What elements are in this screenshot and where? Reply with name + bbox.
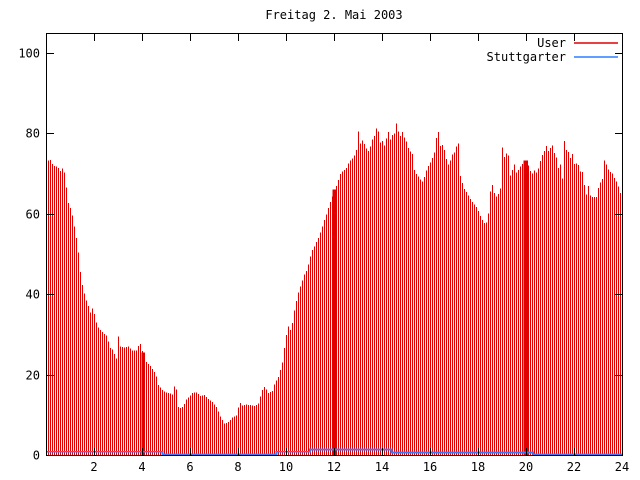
x-tick-label: 18 [471, 460, 485, 474]
x-tick-label: 10 [279, 460, 293, 474]
plot-frame-and-ticks [46, 33, 623, 456]
chart-title: Freitag 2. Mai 2003 [265, 8, 402, 22]
y-tick-label: 0 [33, 449, 40, 463]
legend: User Stuttgarter [487, 36, 618, 64]
y-tick-label: 20 [26, 369, 40, 383]
legend-label-user: User [537, 36, 566, 50]
y-tick-label: 40 [26, 288, 40, 302]
x-tick-label: 20 [519, 460, 533, 474]
legend-label-stuttgarter: Stuttgarter [487, 50, 566, 64]
y-tick-label: 80 [26, 127, 40, 141]
plot-frame [46, 33, 623, 456]
x-tick-label: 12 [327, 460, 341, 474]
series-layer [47, 123, 622, 456]
x-tick-label: 8 [234, 460, 241, 474]
x-tick-label: 4 [138, 460, 145, 474]
y-tick-label: 100 [18, 47, 40, 61]
user-dense-band [523, 160, 528, 455]
x-tick-label: 2 [90, 460, 97, 474]
user-impulses [48, 123, 621, 455]
stuttgarter-step-line [47, 448, 622, 456]
x-tick-label: 24 [615, 460, 629, 474]
x-tick-label: 6 [186, 460, 193, 474]
user-dense-band [141, 352, 146, 455]
x-tick-label: 22 [567, 460, 581, 474]
x-tick-label: 16 [423, 460, 437, 474]
y-tick-label: 60 [26, 208, 40, 222]
x-tick-label: 14 [375, 460, 389, 474]
